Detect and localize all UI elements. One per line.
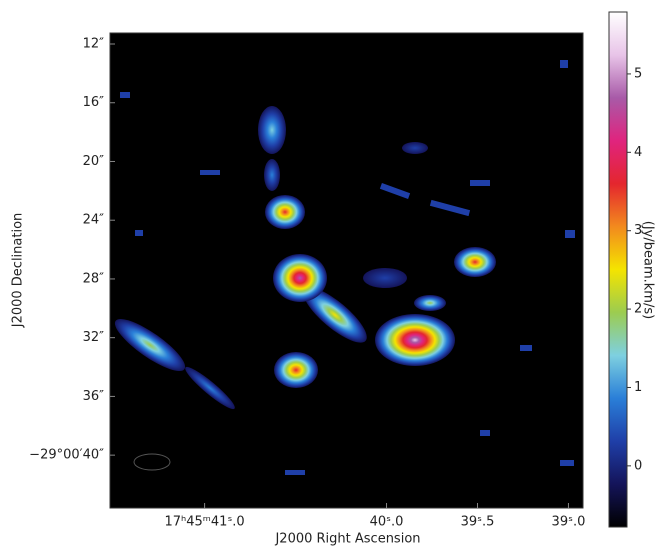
noise [520,345,532,351]
x-axis-label: J2000 Right Ascension [274,532,420,547]
blob [265,195,305,229]
x-tick-label: 39ˢ.0 [552,515,586,530]
blob [273,254,327,302]
noise [480,430,490,436]
x-tick-label: 17ʰ45ᵐ41ˢ.0 [164,515,244,530]
y-tick-label: 20″ [83,154,105,169]
blob [303,287,367,343]
colorbar-tick-label: 2 [634,302,642,317]
noise [560,60,568,68]
colorbar-tick-label: 3 [634,223,642,238]
noise [429,199,471,217]
y-tick-label: 24″ [83,213,105,228]
emission-map [114,60,575,475]
noise [560,460,574,466]
y-tick-label: 28″ [83,271,105,286]
colorbar-tick-label: 0 [634,458,642,473]
blob [363,268,407,288]
y-tick-label: 36″ [83,389,105,404]
blob [414,295,446,311]
image-background [110,33,583,508]
colorbar-label: (Jy/beam.km/s) [641,221,656,319]
y-axis-label: J2000 Declination [11,213,26,329]
noise [135,230,143,236]
colorbar-tick-label: 5 [634,66,642,81]
colorbar [608,11,628,528]
blob [258,106,286,154]
beam [133,453,171,471]
noise [200,170,220,175]
x-tick-label: 39ˢ.5 [461,515,495,530]
blob [114,318,186,372]
y-tick-label: 12″ [83,37,105,52]
noise [470,180,490,186]
y-tick-label: 32″ [83,330,105,345]
y-tick-label: 16″ [83,95,105,110]
blob [402,142,428,154]
blob [375,314,455,366]
noise [565,230,575,238]
x-tick-label: 40ˢ.0 [370,515,404,530]
colorbar-tick-label: 4 [634,145,642,160]
blob [454,247,496,277]
colorbar-tick-label: 1 [634,380,642,395]
noise [285,470,305,475]
noise [379,183,411,199]
y-tick-label: −29°00′40″ [29,448,104,463]
image-frame [109,32,584,509]
blob [274,352,318,388]
blob [264,159,280,191]
blob [185,366,235,410]
noise [120,92,130,98]
